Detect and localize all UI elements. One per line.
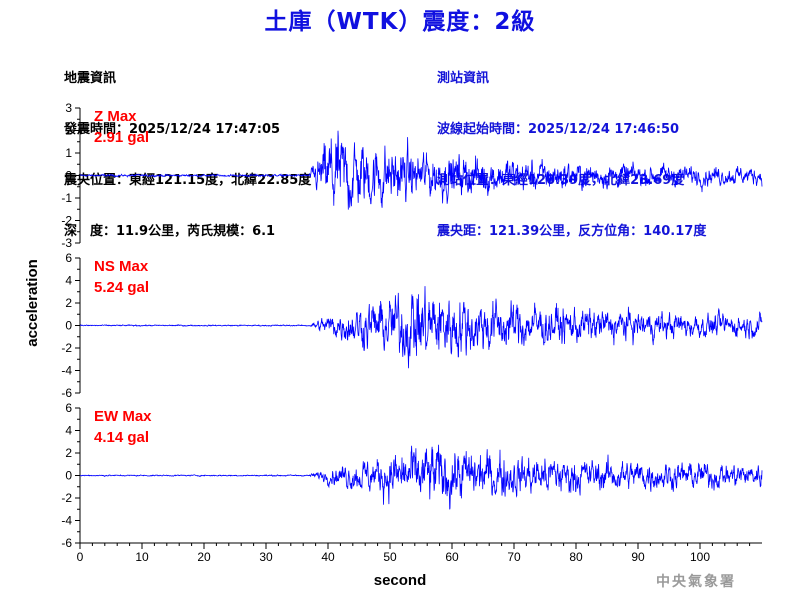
y-tick-label: 6 <box>65 401 72 415</box>
max-label-z: Z Max <box>94 108 137 125</box>
x-tick-label: 60 <box>445 550 459 564</box>
y-tick-label: -2 <box>61 214 72 228</box>
y-tick-label: -2 <box>61 341 72 355</box>
y-tick-label: 2 <box>65 124 72 138</box>
y-tick-label: 4 <box>65 274 72 288</box>
x-tick-label: 70 <box>507 550 521 564</box>
earthquake-info-panel: 地震資訊 發震時間：2025/12/24 17:47:05 震央位置：東經121… <box>64 36 311 257</box>
y-tick-label: 4 <box>65 424 72 438</box>
trace-ns <box>79 286 763 369</box>
max-label-ew: EW Max <box>94 408 152 425</box>
y-tick-label: 0 <box>65 319 72 333</box>
y-tick-label: 0 <box>65 469 72 483</box>
y-tick-label: -4 <box>61 514 72 528</box>
y-tick-label: -6 <box>61 386 72 400</box>
epicenter: 震央位置：東經121.15度，北緯22.85度 <box>64 173 312 188</box>
y-tick-label: -1 <box>61 191 72 205</box>
max-label-ns: NS Max <box>94 258 149 275</box>
trace-z <box>79 130 763 210</box>
x-tick-label: 80 <box>569 550 583 564</box>
y-tick-label: 2 <box>65 446 72 460</box>
y-axis-title: acceleration <box>24 259 41 347</box>
wave-start-time: 波線起始時間：2025/12/24 17:46:50 <box>437 122 680 137</box>
y-tick-label: 1 <box>65 146 72 160</box>
y-tick-label: 0 <box>65 169 72 183</box>
station-info-heading: 測站資訊 <box>437 71 490 86</box>
y-tick-label: -4 <box>61 364 72 378</box>
x-axis-title: second <box>374 572 427 589</box>
y-tick-label: 2 <box>65 296 72 310</box>
x-tick-label: 0 <box>77 550 84 564</box>
x-tick-label: 10 <box>135 550 149 564</box>
max-value-z: 2.91 gal <box>94 129 149 146</box>
x-tick-label: 100 <box>690 550 710 564</box>
y-tick-label: 6 <box>65 251 72 265</box>
x-tick-label: 90 <box>631 550 645 564</box>
earthquake-info-heading: 地震資訊 <box>64 71 117 86</box>
cwa-watermark: 中央氣象署 <box>656 574 736 590</box>
y-tick-label: -6 <box>61 536 72 550</box>
x-tick-label: 50 <box>383 550 397 564</box>
origin-time: 發震時間：2025/12/24 17:47:05 <box>64 122 281 137</box>
trace-ew <box>79 444 763 510</box>
depth-magnitude: 深 度：11.9公里，芮氏規模：6.1 <box>64 224 276 239</box>
y-tick-label: -2 <box>61 491 72 505</box>
x-tick-label: 40 <box>321 550 335 564</box>
y-tick-label: 3 <box>65 101 72 115</box>
x-tick-label: 30 <box>259 550 273 564</box>
page-title: 土庫（WTK）震度：2級 <box>264 9 536 35</box>
y-tick-label: -3 <box>61 236 72 250</box>
epicentral-distance: 震央距：121.39公里，反方位角：140.17度 <box>437 224 707 239</box>
x-tick-label: 20 <box>197 550 211 564</box>
max-value-ns: 5.24 gal <box>94 279 149 296</box>
max-value-ew: 4.14 gal <box>94 429 149 446</box>
